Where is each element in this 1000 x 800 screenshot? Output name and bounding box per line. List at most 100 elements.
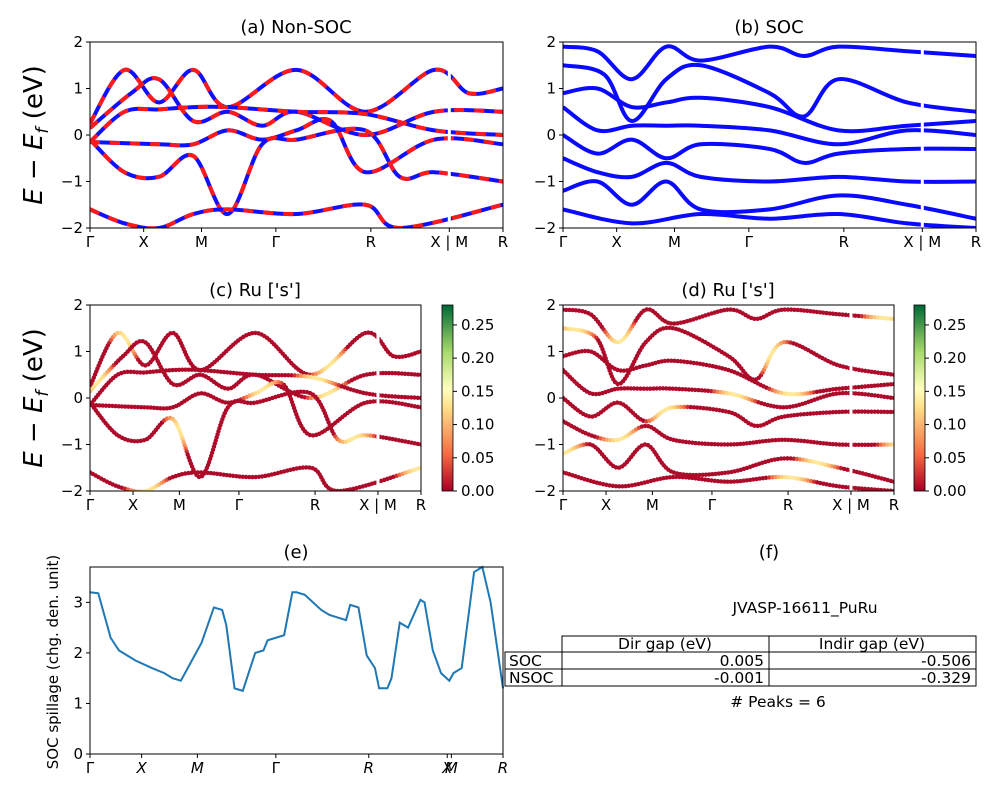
panel-c-point bbox=[253, 474, 258, 480]
panel-d-point bbox=[830, 387, 836, 392]
panel-c-point bbox=[180, 367, 185, 372]
panel-d-point bbox=[611, 438, 616, 443]
band-ylabel-top: E − Ef (eV) bbox=[19, 65, 53, 205]
panel-d-point bbox=[888, 488, 893, 491]
panel-c-point bbox=[113, 403, 118, 409]
panel-d-point bbox=[672, 358, 677, 364]
panel-c-point bbox=[144, 370, 150, 375]
panel-d-point bbox=[789, 437, 794, 443]
panel-d-point bbox=[725, 442, 730, 447]
panel-d-point bbox=[685, 404, 690, 410]
panel-c-point bbox=[192, 470, 197, 475]
panel-d-point bbox=[891, 381, 894, 387]
panel-d-point bbox=[805, 391, 810, 396]
panel-d-point bbox=[735, 441, 740, 447]
panel-d-point bbox=[709, 388, 714, 394]
panel-c-point bbox=[202, 470, 207, 475]
panel-d-point bbox=[885, 409, 890, 415]
panel-d-point bbox=[709, 441, 714, 447]
panel-c-point bbox=[279, 372, 285, 378]
panel-d-point bbox=[862, 442, 868, 448]
panel-d-xtick: Γ bbox=[708, 496, 717, 514]
material-id: JVASP-16611_PuRu bbox=[731, 599, 877, 618]
panel-d-point bbox=[690, 475, 695, 481]
panel-d-point bbox=[715, 389, 720, 395]
panel-d-point bbox=[755, 423, 760, 429]
panel-c-point bbox=[126, 404, 131, 409]
panel-c-point bbox=[245, 400, 250, 405]
panel-d-point bbox=[885, 442, 890, 447]
panel-d-point bbox=[788, 307, 794, 312]
panel-d-point bbox=[798, 308, 804, 313]
panel-d-point bbox=[757, 476, 762, 481]
panel-e-xtick: Γ bbox=[86, 759, 95, 777]
panel-b-ytick: −2 bbox=[534, 219, 556, 237]
panel-c-point bbox=[97, 403, 102, 408]
panel-a-xtick: Γ bbox=[86, 233, 95, 251]
panel-d-point bbox=[859, 486, 865, 491]
panel-d-point bbox=[875, 383, 881, 388]
panel-c-point bbox=[189, 367, 195, 372]
panel-d-colorbar-tick: 0.00 bbox=[933, 482, 966, 500]
panel-c-point bbox=[125, 369, 130, 375]
panel-d-point bbox=[647, 386, 653, 391]
panel-d-point bbox=[792, 392, 797, 397]
panel-c-point bbox=[227, 473, 233, 478]
panel-d-point bbox=[582, 348, 588, 354]
panel-d-point bbox=[866, 486, 871, 491]
panel-d-point bbox=[817, 410, 823, 416]
panel-d-point bbox=[853, 442, 858, 448]
panel-c-point bbox=[223, 400, 228, 405]
panel-c-colorbar-tick: 0.10 bbox=[461, 416, 494, 434]
panel-c-point bbox=[205, 470, 210, 475]
panel-d-point bbox=[705, 388, 711, 394]
panel-c-title: (c) Ru ['s'] bbox=[209, 280, 301, 301]
panel-c-point bbox=[396, 394, 401, 399]
panel-d-point bbox=[814, 309, 820, 315]
panel-d-point bbox=[715, 442, 721, 447]
panel-d-point bbox=[808, 411, 813, 416]
panel-d-point bbox=[843, 484, 848, 490]
panel-d-point bbox=[811, 439, 817, 445]
panel-c-point bbox=[412, 395, 417, 400]
panel-a-xtick: X bbox=[139, 233, 149, 251]
panel-c-point bbox=[110, 403, 115, 409]
panel-c-point bbox=[292, 373, 298, 378]
panel-d-point bbox=[673, 386, 679, 392]
panel-e-xtick: X bbox=[441, 759, 453, 777]
panel-c-point bbox=[250, 372, 256, 377]
panel-d-point bbox=[704, 406, 709, 411]
row-nsoc-label: NSOC bbox=[509, 669, 553, 687]
panel-d-point bbox=[808, 439, 813, 445]
panel-c-point bbox=[270, 372, 275, 378]
panel-b-band bbox=[563, 86, 976, 134]
panel-a-band-dash bbox=[90, 202, 503, 228]
panel-d-point bbox=[681, 359, 687, 364]
panel-d-point bbox=[869, 392, 874, 398]
panel-d-point bbox=[781, 405, 786, 410]
panel-c-point bbox=[371, 399, 376, 404]
panel-c-point bbox=[415, 395, 420, 400]
panel-d-point bbox=[840, 442, 845, 447]
panel-d-point bbox=[833, 311, 839, 317]
panel-d-point bbox=[719, 471, 725, 476]
panel-d-point bbox=[744, 441, 750, 446]
panel-d-point bbox=[706, 441, 711, 447]
panel-d-point bbox=[728, 442, 734, 447]
panel-c-point bbox=[248, 400, 253, 406]
panel-a-xtick: M bbox=[195, 233, 208, 251]
panel-d-point bbox=[827, 311, 832, 316]
panel-d-point bbox=[859, 314, 865, 319]
panel-d-point bbox=[888, 409, 893, 415]
panel-d-point bbox=[878, 442, 884, 447]
panel-d-ytick: −2 bbox=[534, 482, 556, 500]
panel-d-title: (d) Ru ['s'] bbox=[681, 280, 774, 301]
panel-d-point bbox=[699, 441, 705, 446]
panel-d-point bbox=[710, 471, 715, 477]
panel-c-point bbox=[396, 371, 401, 376]
panel-c-point bbox=[103, 403, 109, 408]
panel-f: (f) JVASP-16611_PuRu Dir gap (eV) Indir … bbox=[504, 542, 977, 711]
panel-d-point bbox=[811, 411, 816, 416]
